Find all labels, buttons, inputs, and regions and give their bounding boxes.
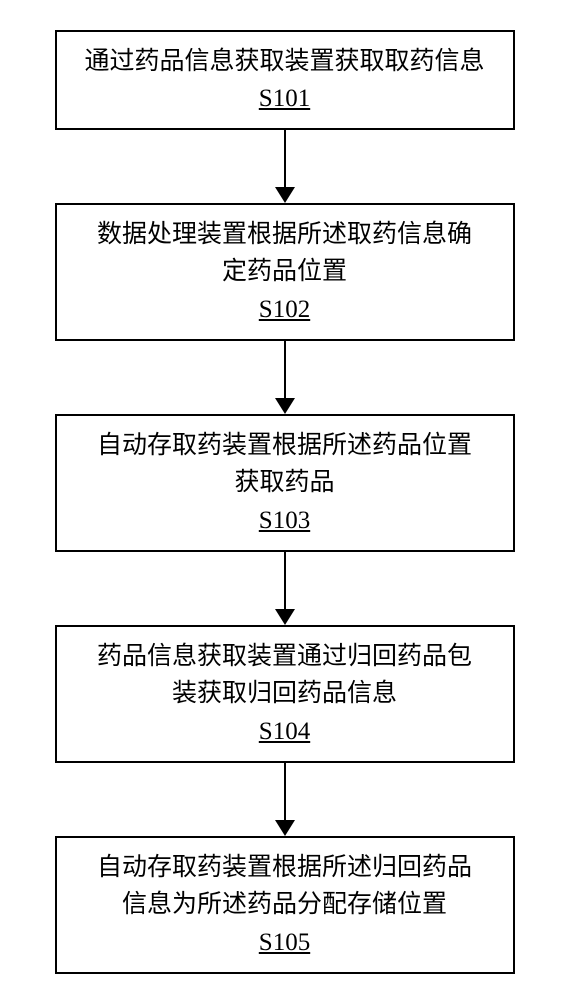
step-id: S103 <box>259 502 310 540</box>
arrow <box>275 130 295 203</box>
step-title: 通过药品信息获取装置获取取药信息 <box>84 43 484 81</box>
step-box-s101: 通过药品信息获取装置获取取药信息 S101 <box>55 30 515 130</box>
arrow-head <box>275 820 295 836</box>
arrow-head <box>275 609 295 625</box>
arrow <box>275 763 295 836</box>
arrow-head <box>275 187 295 203</box>
step-title: 自动存取药装置根据所述药品位置获取药品 <box>87 427 483 502</box>
arrow <box>275 552 295 625</box>
step-title: 自动存取药装置根据所述归回药品信息为所述药品分配存储位置 <box>87 849 483 924</box>
arrow-shaft <box>284 763 286 821</box>
arrow-shaft <box>284 341 286 399</box>
step-title: 药品信息获取装置通过归回药品包装获取归回药品信息 <box>87 638 483 713</box>
arrow <box>275 341 295 414</box>
step-id: S102 <box>259 291 310 329</box>
step-box-s103: 自动存取药装置根据所述药品位置获取药品 S103 <box>55 414 515 552</box>
arrow-head <box>275 398 295 414</box>
step-id: S101 <box>259 80 310 118</box>
arrow-shaft <box>284 130 286 188</box>
step-id: S104 <box>259 713 310 751</box>
step-box-s105: 自动存取药装置根据所述归回药品信息为所述药品分配存储位置 S105 <box>55 836 515 974</box>
flowchart-container: 通过药品信息获取装置获取取药信息 S101 数据处理装置根据所述取药信息确定药品… <box>0 0 569 974</box>
step-title: 数据处理装置根据所述取药信息确定药品位置 <box>87 216 483 291</box>
step-box-s102: 数据处理装置根据所述取药信息确定药品位置 S102 <box>55 203 515 341</box>
arrow-shaft <box>284 552 286 610</box>
step-box-s104: 药品信息获取装置通过归回药品包装获取归回药品信息 S104 <box>55 625 515 763</box>
step-id: S105 <box>259 924 310 962</box>
